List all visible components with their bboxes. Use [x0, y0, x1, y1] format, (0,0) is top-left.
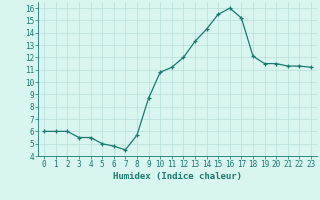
- X-axis label: Humidex (Indice chaleur): Humidex (Indice chaleur): [113, 172, 242, 181]
